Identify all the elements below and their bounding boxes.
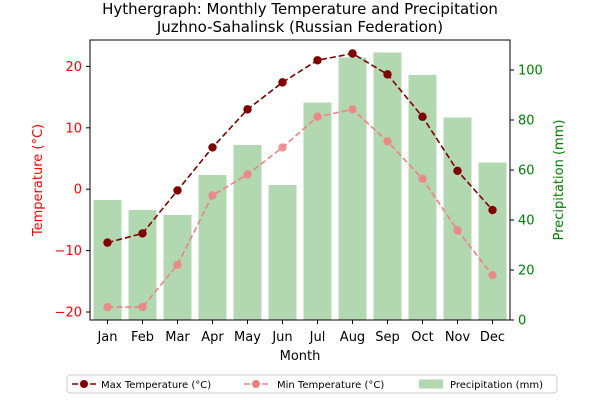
right-tick-label: 40: [518, 214, 535, 229]
right-axis: 0 20 40 60 80 100: [510, 64, 543, 329]
tmin-point-sep: [383, 137, 392, 146]
left-tick-label: 20: [65, 60, 82, 75]
precip-bar-aug: [338, 57, 367, 320]
tmax-point-aug: [348, 49, 357, 58]
tmin-point-dec: [488, 270, 497, 280]
left-tick-label: −20: [55, 306, 82, 321]
x-tick-label-jan: Jan: [96, 330, 117, 345]
right-tick-label: 0: [518, 314, 526, 329]
tmax-point-dec: [488, 205, 497, 215]
right-tick-label: 100: [518, 64, 543, 79]
right-tick-label: 80: [518, 114, 535, 129]
left-tick-label: 0: [74, 183, 82, 198]
precip-bar-jul: [303, 102, 332, 320]
left-axis: −20 −10 0 10 20: [55, 60, 90, 321]
tmax-point-jan: [103, 238, 112, 247]
tmin-point-nov: [453, 226, 462, 235]
tmax-point-feb: [138, 229, 147, 238]
tmin-point-aug: [348, 105, 357, 114]
right-tick-label: 60: [518, 164, 535, 179]
tmax-point-jun: [278, 78, 287, 87]
temperature-lines: [103, 49, 497, 312]
precip-bar-jun: [268, 185, 297, 320]
legend: Max Temperature (°C) Min Temperature (°C)…: [66, 374, 558, 394]
x-tick-label-feb: Feb: [131, 330, 154, 345]
x-tick-label-dec: Dec: [480, 330, 505, 345]
tmin-point-jun: [278, 143, 287, 152]
x-tick-label-jul: Jul: [309, 330, 326, 345]
tmin-point-jul: [313, 112, 322, 121]
tmin-point-oct: [418, 174, 427, 183]
x-tick-label-mar: Mar: [165, 330, 190, 345]
x-tick-label-sep: Sep: [375, 330, 400, 345]
x-tick-label-may: May: [234, 330, 261, 345]
chart-subtitle: Juzhno-Sahalinsk (Russian Federation): [156, 18, 443, 36]
legend-tmax-marker: [80, 380, 88, 388]
chart-title: Hythergraph: Monthly Temperature and Pre…: [102, 0, 498, 18]
tmin-point-mar: [173, 260, 182, 269]
left-tick-label: −10: [55, 244, 82, 259]
tmin-point-feb: [138, 302, 147, 312]
precip-bar-nov: [443, 117, 472, 320]
tmax-point-sep: [383, 70, 392, 79]
tmax-point-nov: [453, 166, 462, 175]
precip-bar-oct: [408, 75, 437, 320]
tmax-line: [107, 52, 494, 244]
left-axis-label: Temperature (°C): [31, 124, 46, 237]
legend-tmin-label: Min Temperature (°C): [277, 380, 384, 391]
left-tick-label: 10: [65, 121, 82, 136]
precip-bar-dec: [478, 162, 507, 320]
right-tick-label: 20: [518, 264, 535, 279]
x-axis: Jan Feb Mar Apr May Jun Jul Aug Sep Oct Nov Dec: [96, 320, 505, 345]
precip-bar-sep: [373, 52, 402, 320]
tmax-point-jul: [313, 56, 322, 65]
legend-precip-label: Precipitation (mm): [450, 380, 543, 391]
x-tick-label-nov: Nov: [445, 330, 471, 345]
x-axis-label: Month: [280, 349, 321, 364]
x-tick-label-oct: Oct: [411, 330, 433, 345]
right-axis-label: Precipitation (mm): [552, 120, 567, 241]
legend-tmin-marker: [252, 380, 260, 388]
legend-precip-swatch: [419, 379, 443, 389]
x-tick-label-jun: Jun: [271, 330, 292, 345]
precipitation-bars: [93, 52, 507, 320]
tmin-point-apr: [208, 191, 217, 200]
x-tick-label-aug: Aug: [340, 330, 365, 345]
tmax-point-apr: [208, 143, 217, 152]
tmin-point-may: [243, 170, 252, 179]
tmax-point-mar: [173, 186, 182, 195]
tmax-point-oct: [418, 112, 427, 121]
precip-bar-feb: [128, 210, 157, 320]
precip-bar-jan: [93, 200, 122, 320]
legend-tmax-label: Max Temperature (°C): [101, 380, 211, 391]
tmax-point-may: [243, 105, 252, 114]
tmin-line: [107, 108, 494, 308]
tmin-point-jan: [103, 302, 112, 312]
x-tick-label-apr: Apr: [201, 330, 224, 345]
plot-frame: [89, 39, 511, 321]
